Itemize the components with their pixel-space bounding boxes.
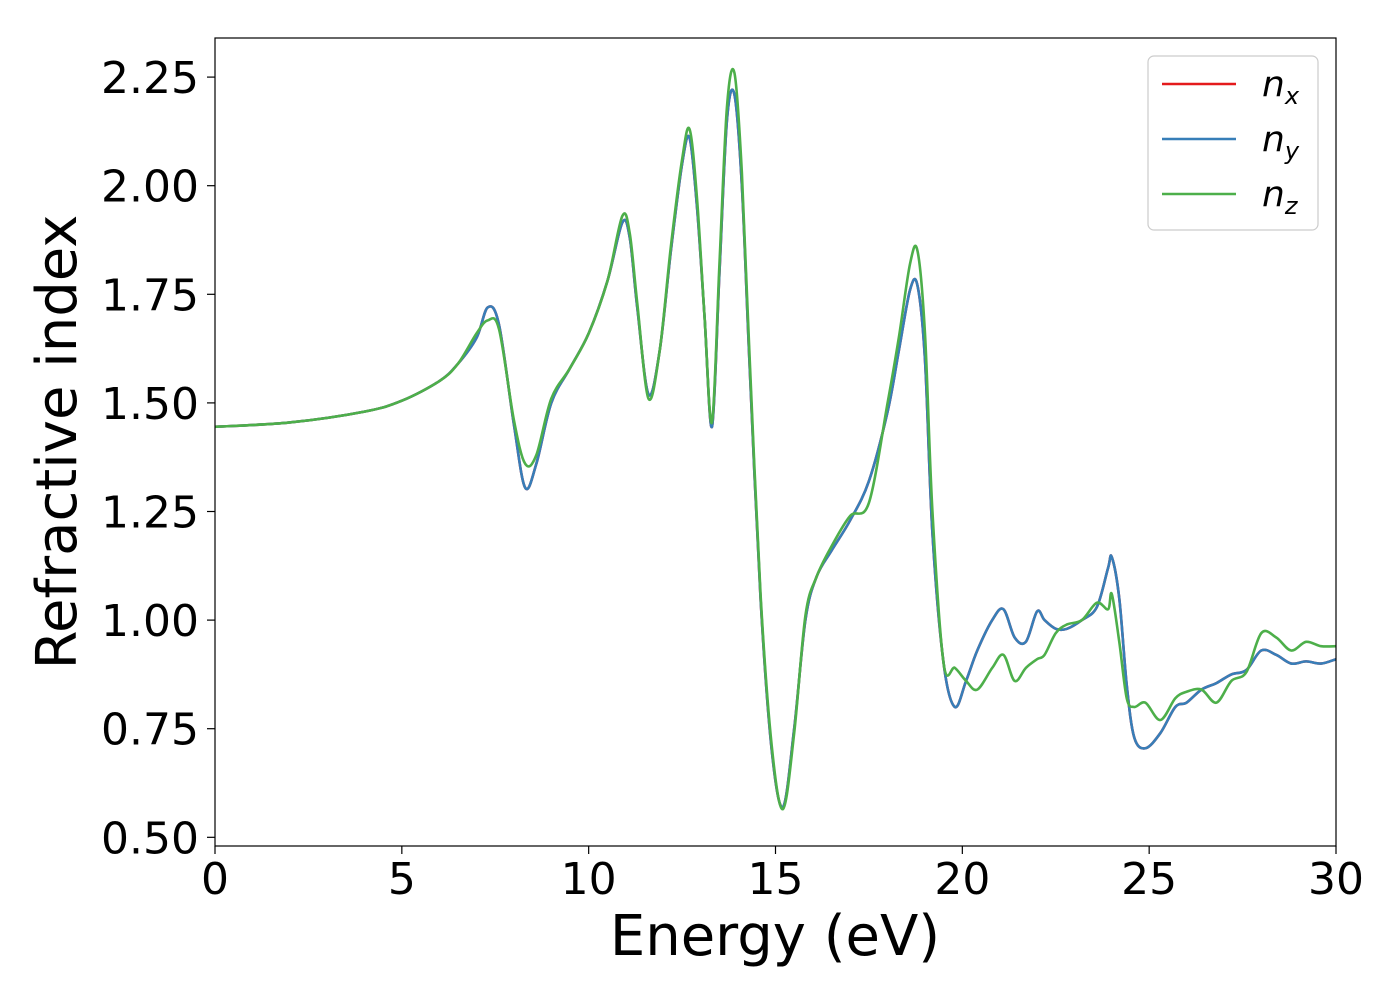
x-axis-ticks: 0 5 10 15 20 25 30	[201, 846, 1364, 905]
x-tick-label: 5	[388, 854, 416, 905]
x-tick-label: 10	[561, 854, 617, 905]
y-tick-label: 1.00	[101, 596, 199, 647]
y-axis-title: Refractive index	[25, 215, 90, 670]
series-line-nz	[215, 67, 1336, 811]
legend-label-subscript: x	[1284, 82, 1300, 110]
legend-label-main: n	[1262, 64, 1285, 105]
series-lines	[215, 67, 1336, 811]
y-tick-label: 1.75	[101, 270, 199, 321]
y-tick-label: 0.50	[101, 813, 199, 864]
x-tick-label: 20	[934, 854, 990, 905]
y-tick-label: 1.25	[101, 488, 199, 539]
legend-label-main: n	[1262, 119, 1285, 160]
legend-label-subscript: z	[1284, 192, 1299, 220]
y-tick-label: 2.00	[101, 162, 199, 213]
x-tick-label: 25	[1121, 854, 1177, 905]
x-tick-label: 0	[201, 854, 229, 905]
x-tick-label: 15	[748, 854, 804, 905]
legend-label-ny: ny	[1262, 119, 1300, 165]
y-axis-ticks: 0.50 0.75 1.00 1.25 1.50 1.75 2.00 2.25	[101, 53, 215, 864]
legend-label-subscript: y	[1284, 137, 1300, 165]
legend-label-nz: nz	[1262, 174, 1299, 220]
legend-box	[1147, 55, 1319, 231]
x-axis-title: Energy (eV)	[610, 904, 940, 969]
x-tick-label: 30	[1308, 854, 1364, 905]
y-tick-label: 1.50	[101, 379, 199, 430]
legend-label-nx: nx	[1262, 64, 1300, 110]
legend-label-main: n	[1262, 174, 1285, 215]
y-tick-label: 0.75	[101, 705, 199, 756]
y-tick-label: 2.25	[101, 53, 199, 104]
